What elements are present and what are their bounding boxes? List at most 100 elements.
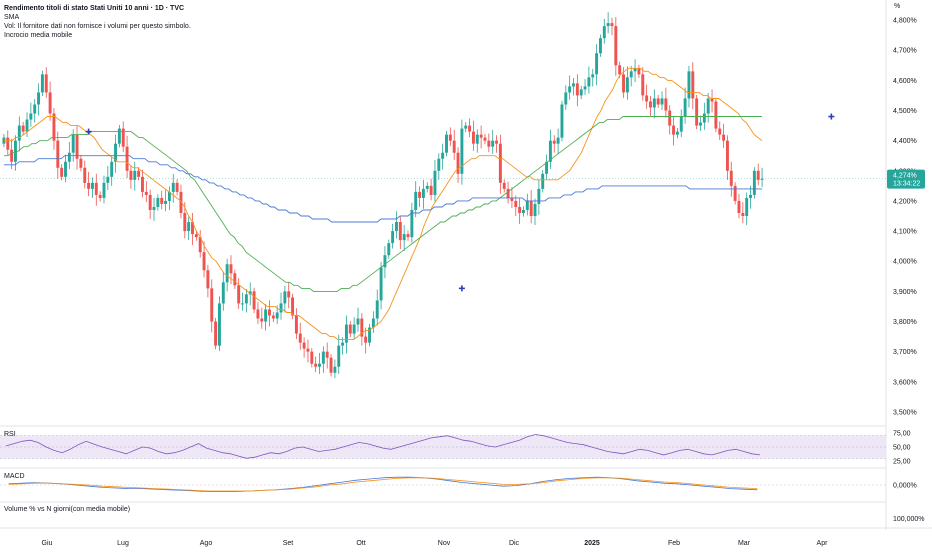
candle-body [598, 38, 602, 54]
candle-body [60, 167, 64, 177]
candle-body [352, 324, 356, 334]
candle-body [687, 71, 691, 99]
candle-body [152, 206, 156, 210]
candle-body [575, 83, 579, 96]
candle-body [391, 231, 395, 244]
candle-body [98, 194, 102, 198]
candle-body [191, 222, 194, 235]
candle-body [271, 315, 275, 319]
candle-body [348, 324, 352, 334]
candle-body [702, 113, 706, 123]
candle-body [498, 143, 502, 183]
x-tick-label: Set [283, 540, 294, 547]
candle-body [652, 98, 656, 108]
candle-body [529, 200, 533, 217]
candle-body [148, 194, 152, 210]
candle-body [533, 203, 537, 217]
y-tick-label: 4,100% [893, 229, 917, 236]
candle-body [383, 255, 387, 268]
candle-body [483, 137, 487, 141]
candle-body [672, 125, 676, 135]
crossover-marker [85, 128, 92, 135]
candle-body [429, 185, 433, 195]
candle-body [14, 140, 17, 162]
candle-body [595, 53, 599, 75]
candle-body [10, 149, 14, 162]
candle-body [471, 131, 475, 144]
candle-body [129, 170, 133, 180]
candle-body [583, 86, 587, 90]
candle-body [448, 134, 452, 141]
candle-body [664, 98, 668, 111]
candle-body [87, 182, 91, 189]
candle-body [241, 303, 244, 305]
candle-body [248, 291, 252, 295]
candle-body [433, 170, 437, 195]
candle-body [175, 182, 179, 192]
candle-body [468, 125, 472, 132]
candle-body [398, 222, 402, 241]
price-badge-value: 4,274% [893, 173, 917, 180]
candle-body [541, 173, 545, 189]
candle-body [160, 197, 164, 204]
candle-body [94, 182, 98, 195]
candle-body [618, 65, 622, 75]
candle-body [660, 98, 664, 105]
x-tick-label: 2025 [584, 540, 600, 547]
candle-body [691, 71, 695, 99]
candle-body [656, 98, 660, 105]
candle-body [229, 264, 233, 274]
candle-body [510, 197, 514, 201]
candle-body [187, 222, 191, 232]
candle-body [591, 74, 595, 78]
candle-body [121, 128, 125, 147]
candle-body [760, 178, 764, 180]
candle-body [360, 318, 364, 337]
candle-body [279, 303, 283, 313]
chart-title: Rendimento titoli di stato Stati Uniti 1… [4, 5, 185, 12]
candle-body [141, 176, 144, 192]
candle-body [695, 98, 699, 126]
candle-body [502, 182, 506, 189]
sma-legend[interactable]: SMA [4, 14, 20, 21]
x-tick-label: Ago [200, 540, 213, 547]
candle-body [125, 146, 129, 171]
candle-body [614, 26, 618, 66]
candle-body [437, 158, 441, 171]
candle-body [90, 182, 94, 189]
candle-body [71, 134, 75, 153]
candle-body [329, 357, 333, 373]
candle-body [675, 131, 679, 135]
candle-body [606, 23, 610, 27]
candle-body [156, 197, 160, 207]
candle-body [556, 137, 560, 144]
candle-body [645, 95, 649, 102]
candle-body [421, 188, 425, 198]
candle-body [710, 98, 714, 102]
x-tick-label: Mar [738, 540, 751, 547]
rsi-line [5, 434, 761, 459]
candle-body [110, 161, 114, 177]
macd-panel-label[interactable]: MACD [4, 473, 25, 480]
candle-body [587, 77, 591, 87]
candle-body [221, 282, 225, 304]
volume-panel-label[interactable]: Volume % vs N giorni(con media mobile) [4, 506, 131, 513]
volume-tick-label: 100,000% [893, 516, 925, 523]
candle-body [737, 200, 741, 213]
rsi-panel-label[interactable]: RSI [4, 431, 16, 438]
rsi-tick-label: 25,00 [893, 459, 911, 466]
candle-body [525, 200, 529, 210]
candle-body [321, 351, 325, 364]
crossover-legend[interactable]: Incrocio media mobile [4, 32, 73, 39]
macd-line [8, 476, 758, 493]
candle-body [210, 288, 214, 322]
candle-body [610, 23, 614, 27]
candle-body [52, 113, 56, 141]
candle-body [64, 161, 67, 177]
candle-body [2, 137, 6, 144]
candle-body [6, 137, 10, 150]
candle-body [260, 318, 264, 322]
candle-body [198, 237, 202, 253]
y-tick-label: 4,800% [893, 18, 917, 25]
